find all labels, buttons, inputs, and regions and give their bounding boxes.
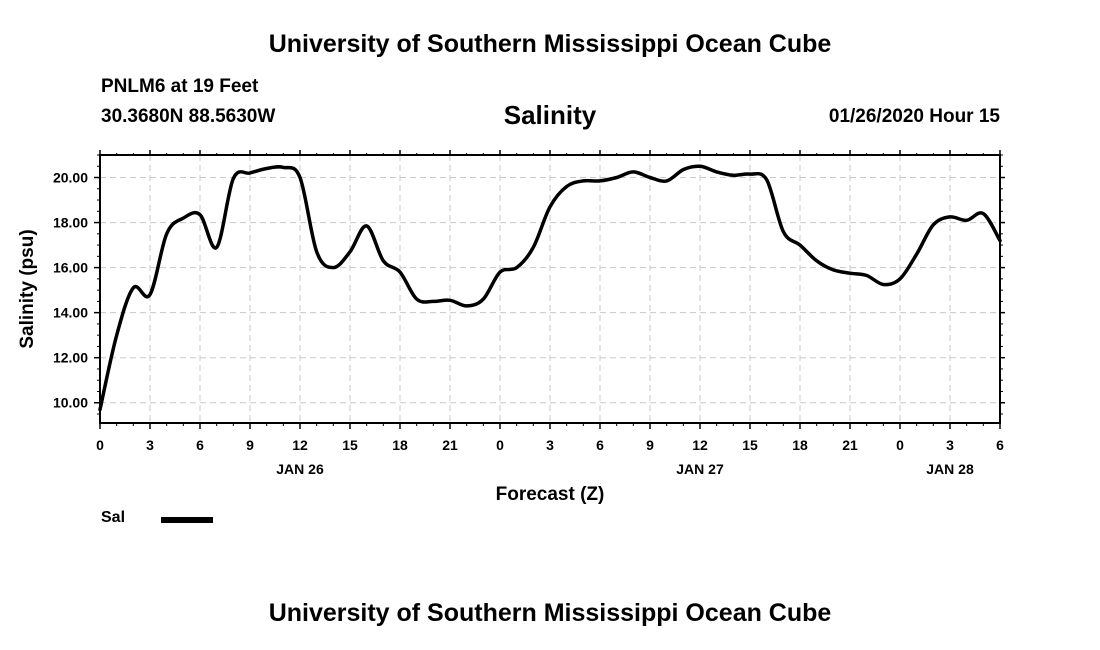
y-tick-label: 12.00 xyxy=(53,350,88,366)
y-tick-label: 20.00 xyxy=(53,170,88,186)
y-tick-label: 10.00 xyxy=(53,395,88,411)
legend-line-swatch xyxy=(161,517,213,523)
x-tick-label: 3 xyxy=(146,437,154,453)
x-tick-label: 15 xyxy=(742,437,758,453)
x-tick-label: 18 xyxy=(392,437,408,453)
x-tick-label: 3 xyxy=(546,437,554,453)
x-tick-label: 3 xyxy=(946,437,954,453)
x-tick-label: 21 xyxy=(442,437,458,453)
axis-ticks xyxy=(94,150,1005,429)
x-tick-label: 0 xyxy=(496,437,504,453)
axis-tick-labels: 0 3 6 9 12 15 18 21 0 3 6 9 12 15 18 21 0 3 6 JAN 26 JAN 27 J… xyxy=(53,170,1004,477)
x-tick-label: 0 xyxy=(896,437,904,453)
station-label: PNLM6 at 19 Feet xyxy=(101,76,259,97)
legend-label: Sal xyxy=(101,509,126,526)
page-title: University of Southern Mississippi Ocean… xyxy=(268,30,832,58)
x-tick-label: 0 xyxy=(96,437,104,453)
coordinates-label: 30.3680N 88.5630W xyxy=(101,106,276,127)
y-tick-label: 14.00 xyxy=(53,305,88,321)
salinity-series-line xyxy=(98,164,1002,412)
x-axis-label: Forecast (Z) xyxy=(496,484,605,505)
date-label: JAN 28 xyxy=(926,461,974,477)
y-tick-label: 18.00 xyxy=(53,215,88,231)
x-tick-label: 6 xyxy=(996,437,1004,453)
footer-title: University of Southern Mississippi Ocean… xyxy=(268,599,832,627)
date-label: JAN 27 xyxy=(676,461,724,477)
x-tick-label: 15 xyxy=(342,437,358,453)
y-axis-label: Salinity (psu) xyxy=(17,229,38,348)
series-layer xyxy=(98,164,1002,412)
x-tick-label: 18 xyxy=(792,437,808,453)
x-tick-label: 6 xyxy=(596,437,604,453)
x-tick-label: 12 xyxy=(692,437,708,453)
x-tick-label: 6 xyxy=(196,437,204,453)
forecast-datetime: 01/26/2020 Hour 15 xyxy=(828,106,1000,127)
grid-lines xyxy=(100,155,1000,423)
x-tick-label: 12 xyxy=(292,437,308,453)
x-tick-label: 9 xyxy=(246,437,254,453)
chart-title: Salinity xyxy=(503,100,597,130)
x-tick-label: 21 xyxy=(842,437,858,453)
x-tick-label: 9 xyxy=(646,437,654,453)
date-label: JAN 26 xyxy=(276,461,324,477)
y-tick-label: 16.00 xyxy=(53,260,88,276)
